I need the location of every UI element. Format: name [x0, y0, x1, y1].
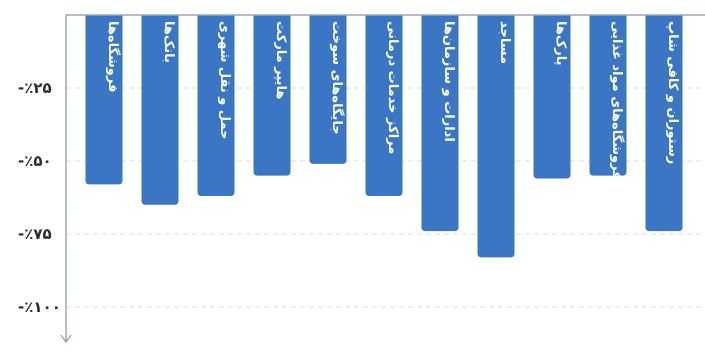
y-tick-label: -٪۱۰۰: [18, 298, 61, 316]
bar-label: مراکز خدمات درمانی: [385, 21, 400, 154]
bar: [197, 15, 235, 197]
y-tick-label: -٪۷۵: [18, 225, 52, 243]
bar-label: مساجد: [497, 21, 512, 64]
bar: [645, 15, 683, 232]
y-tick-label: -٪۵۰: [18, 152, 52, 170]
bar: [253, 15, 291, 176]
category-labels: فروشگاه‌ها بانک‌ها حمل و نقل شهری هایپر مار…: [105, 21, 680, 180]
bar: [533, 15, 571, 179]
y-axis-arrow-icon: [60, 334, 72, 344]
bar-label: جایگاه‌های سوخت: [329, 21, 345, 135]
axes: [60, 14, 705, 344]
bar-label: حمل و نقل شهری: [217, 21, 232, 140]
bars: [85, 15, 683, 258]
bar: [589, 15, 627, 176]
y-tick-labels: -٪۲۵ -٪۵۰ -٪۷۵ -٪۱۰۰: [18, 79, 61, 316]
bar: [365, 15, 403, 197]
bar-label: بانک‌ها: [161, 21, 176, 63]
y-tick-label: -٪۲۵: [18, 79, 52, 97]
bar: [477, 15, 515, 258]
bar-label: هایپر مارکت: [273, 21, 288, 99]
bar: [85, 15, 123, 185]
bar: [309, 15, 347, 164]
bar-label: فروشگاه‌ها: [105, 21, 121, 92]
bar-label: پارک‌ها: [553, 21, 568, 65]
bar-label: رستوران و کافی شاپ: [665, 21, 680, 164]
bar-label: فروشگاه‌های مواد غذایی: [609, 21, 625, 180]
bar-label: ادارات و سازمان‌ها: [441, 21, 456, 142]
bar: [141, 15, 179, 205]
bar: [421, 15, 459, 232]
